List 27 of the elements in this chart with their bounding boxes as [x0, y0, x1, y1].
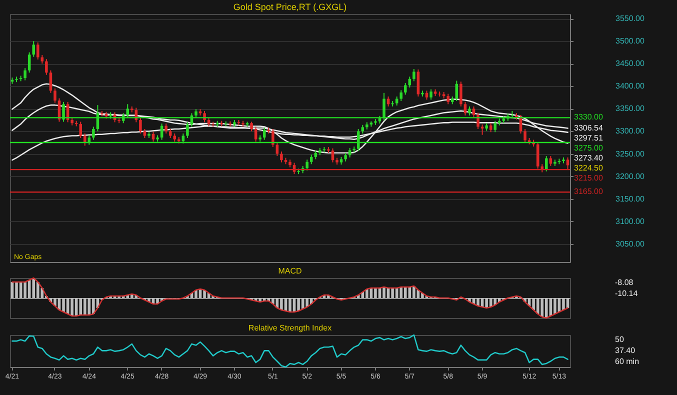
y-tick-label: 3100.00: [616, 216, 645, 226]
ref-line-label: 3215.00: [574, 173, 604, 182]
y-tick-label: 3550.00: [616, 14, 645, 24]
ref-line-label: 3330.00: [574, 112, 604, 122]
text: -8.08: [615, 278, 634, 287]
data-label: 3306.54: [574, 123, 604, 132]
text: 50: [615, 335, 624, 344]
y-tick-label: 3200.00: [616, 172, 645, 181]
y-tick-label: 3450.00: [616, 59, 645, 68]
text: 3224.50: [574, 163, 603, 172]
chart-title: Gold Spot Price,RT (.GXGL): [233, 2, 347, 12]
y-tick-label: 3350.00: [616, 104, 645, 114]
y-tick-label: 3150.00: [616, 194, 645, 204]
chart-title: MACD: [278, 266, 302, 276]
text: 37.40: [615, 346, 636, 355]
text: -10.14: [615, 289, 638, 298]
ref-line-label: 3165.00: [574, 187, 604, 196]
data-label: 3273.40: [574, 153, 604, 162]
y-tick-label: 3400.00: [616, 82, 645, 91]
y-tick-label: 3050.00: [616, 239, 645, 248]
text: 60 min: [615, 357, 640, 366]
chart-title: Relative Strength Index: [248, 323, 332, 332]
y-tick-label: 3500.00: [616, 36, 645, 46]
y-tick-label: 3300.00: [616, 126, 645, 136]
y-tick-label: 3250.00: [616, 149, 645, 158]
data-label: 3297.51: [574, 133, 604, 142]
ref-line-label: 3275.00: [574, 143, 604, 152]
